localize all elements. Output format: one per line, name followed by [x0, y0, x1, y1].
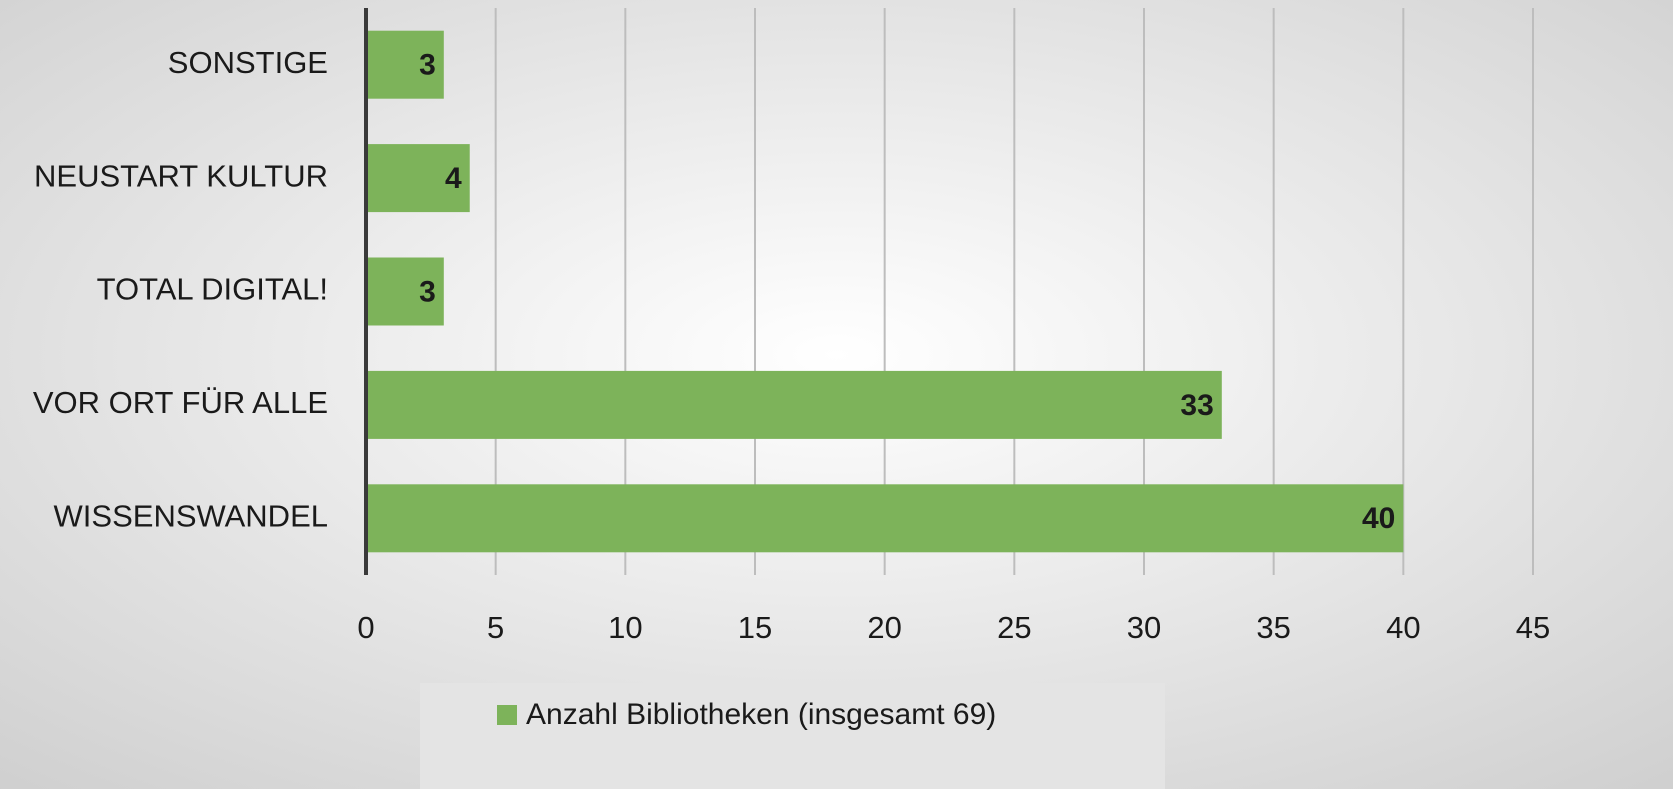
data-label: 3 [419, 275, 436, 308]
y-tick-label: TOTAL DIGITAL! [97, 272, 328, 307]
x-tick-label: 10 [608, 610, 642, 645]
data-label: 4 [445, 162, 462, 195]
y-tick-label: SONSTIGE [168, 45, 328, 80]
x-tick-label: 25 [997, 610, 1031, 645]
x-tick-label: 45 [1516, 610, 1550, 645]
x-tick-label: 5 [487, 610, 504, 645]
x-tick-label: 40 [1386, 610, 1420, 645]
legend-label: Anzahl Bibliotheken (insgesamt 69) [526, 698, 996, 731]
legend-swatch [497, 705, 517, 725]
y-tick-label: VOR ORT FÜR ALLE [33, 385, 328, 420]
bar [366, 30, 444, 99]
data-label: 40 [1362, 502, 1395, 535]
bar [366, 484, 1404, 553]
legend-box [420, 683, 1165, 789]
y-tick-label: WISSENSWANDEL [54, 498, 328, 533]
bar [366, 144, 470, 213]
bar [366, 257, 444, 326]
x-tick-label: 15 [738, 610, 772, 645]
y-tick-label: NEUSTART KULTUR [34, 158, 328, 193]
data-label: 3 [419, 49, 436, 82]
x-tick-label: 0 [357, 610, 374, 645]
x-tick-label: 20 [867, 610, 901, 645]
bar [366, 370, 1222, 439]
x-tick-label: 30 [1127, 610, 1161, 645]
x-tick-label: 35 [1256, 610, 1290, 645]
data-label: 33 [1180, 389, 1213, 422]
